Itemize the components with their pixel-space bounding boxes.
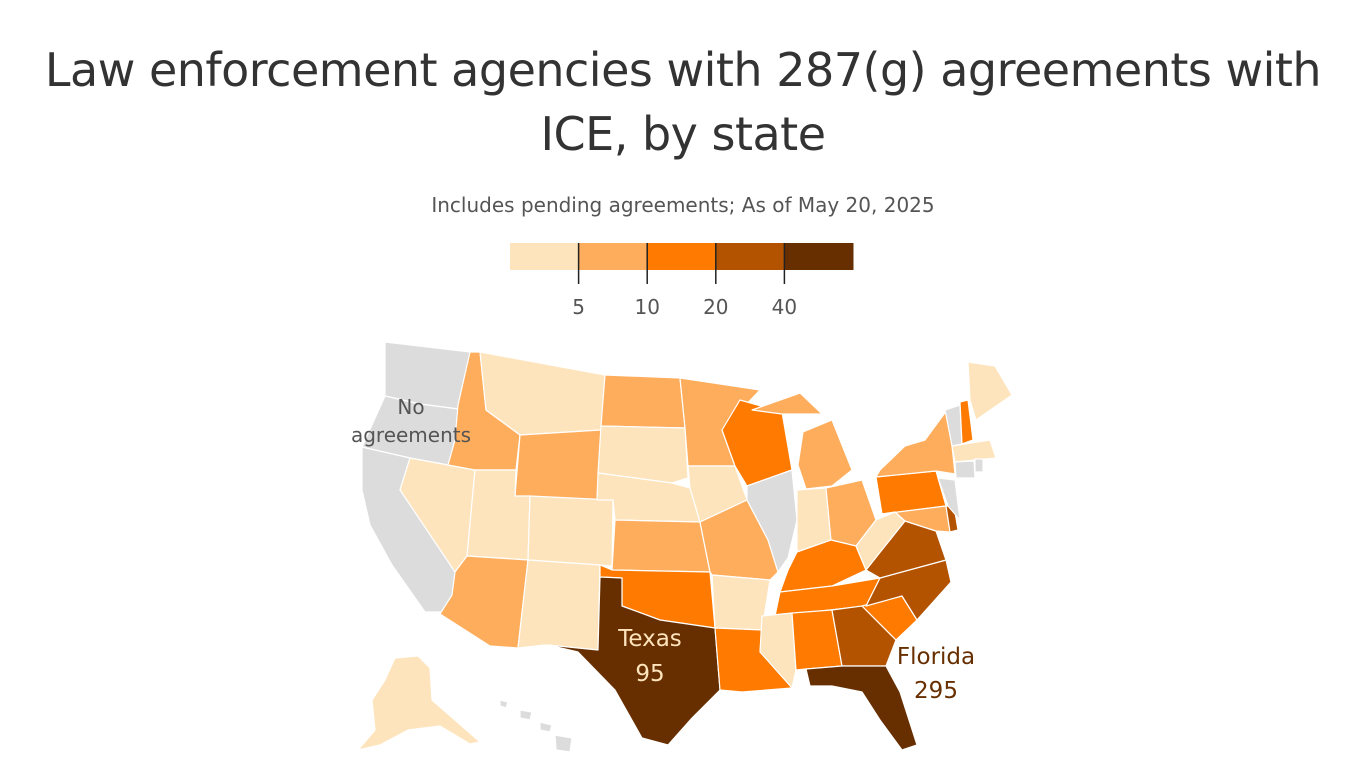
state-il xyxy=(746,469,798,573)
legend-swatch xyxy=(647,243,717,270)
state-fl xyxy=(805,665,918,751)
chart-title: Law enforcement agencies with 287(g) agr… xyxy=(44,43,1322,161)
state-wy xyxy=(514,429,602,501)
legend-swatch xyxy=(510,243,580,270)
legend-swatch xyxy=(715,243,785,270)
state-ct xyxy=(954,460,976,479)
state-nj xyxy=(937,477,961,521)
state-tx xyxy=(547,576,721,746)
state-ma xyxy=(951,439,997,463)
legend-swatch xyxy=(784,243,854,270)
state-mi xyxy=(751,392,823,415)
state-ak xyxy=(357,655,481,751)
state-me xyxy=(967,361,1013,421)
legend-swatch xyxy=(578,243,648,270)
state-hi xyxy=(499,699,509,709)
state-ms xyxy=(759,612,797,689)
no-agreements-label: No xyxy=(397,395,424,419)
state-ks xyxy=(611,519,711,573)
florida-value: 295 xyxy=(914,678,958,704)
state-ga xyxy=(831,605,897,667)
texas-label: Texas xyxy=(617,626,682,652)
state-sd xyxy=(597,425,689,484)
state-nm xyxy=(517,559,601,651)
color-legend: 5 10 20 40 xyxy=(510,243,854,319)
state-hi xyxy=(519,709,533,721)
state-ri xyxy=(974,458,984,473)
legend-tick-label: 20 xyxy=(703,295,728,319)
state-co xyxy=(527,495,614,567)
state-mi xyxy=(797,419,853,490)
no-agreements-label-2: agreements xyxy=(351,423,471,447)
legend-tick-label: 5 xyxy=(572,295,585,319)
state-ny xyxy=(875,409,956,478)
state-nh xyxy=(959,399,974,445)
texas-value: 95 xyxy=(635,661,664,687)
legend-tick-label: 40 xyxy=(772,295,797,319)
state-hi xyxy=(539,721,553,733)
florida-label: Florida xyxy=(897,644,975,670)
chart-subtitle: Includes pending agreements; As of May 2… xyxy=(431,193,935,217)
state-nd xyxy=(600,374,686,429)
legend-tick-label: 10 xyxy=(634,295,659,319)
state-hi xyxy=(554,734,573,753)
